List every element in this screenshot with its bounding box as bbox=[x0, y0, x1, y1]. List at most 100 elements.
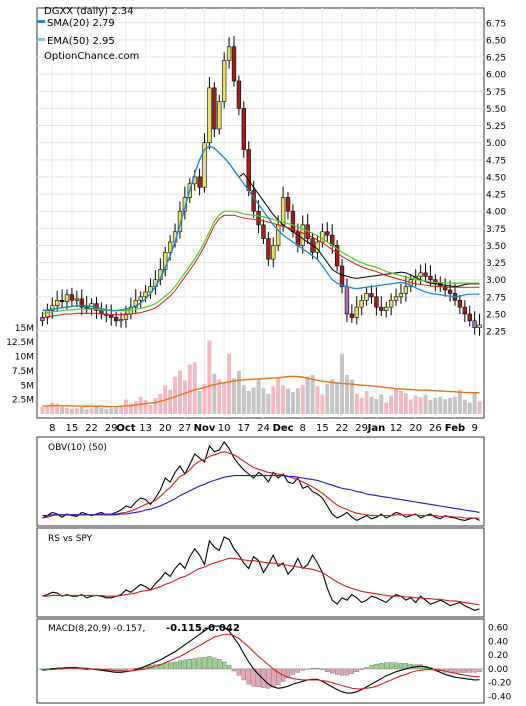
volume-bar bbox=[369, 396, 374, 414]
obv-line bbox=[42, 441, 480, 522]
macd-histogram-bar bbox=[290, 668, 296, 675]
volume-bar bbox=[60, 406, 65, 414]
date-tick-label: Feb bbox=[445, 423, 465, 434]
macd-histogram-bar bbox=[187, 659, 192, 670]
volume-bar bbox=[315, 386, 320, 414]
volume-bar bbox=[236, 370, 241, 414]
volume-tick-label: 2.5M bbox=[12, 396, 34, 406]
rs-average-line bbox=[42, 557, 480, 606]
candle-body bbox=[212, 87, 217, 130]
volume-bar bbox=[89, 408, 94, 414]
volume-bar bbox=[168, 389, 173, 414]
candle-body bbox=[344, 286, 350, 315]
volume-bar bbox=[104, 408, 109, 414]
candle-body bbox=[369, 293, 374, 298]
volume-bar bbox=[428, 400, 433, 414]
volume-bar bbox=[227, 353, 232, 414]
candle-body bbox=[443, 286, 448, 291]
volume-bar bbox=[187, 364, 192, 414]
candle-body bbox=[261, 224, 266, 239]
date-tick-label: 8 bbox=[300, 423, 306, 434]
macd-histogram-bar bbox=[393, 662, 399, 670]
candle-body bbox=[384, 306, 389, 311]
volume-bar bbox=[123, 399, 128, 414]
date-tick-label: Oct bbox=[116, 423, 135, 434]
volume-bar bbox=[413, 395, 418, 414]
volume-bar bbox=[325, 384, 330, 414]
macd-histogram-bar bbox=[374, 663, 379, 670]
red-average-line bbox=[42, 214, 480, 319]
macd-histogram-bar bbox=[467, 668, 472, 673]
volume-bar bbox=[271, 386, 276, 414]
macd-histogram-bar bbox=[177, 660, 183, 670]
macd-tick-label: -0.20 bbox=[488, 679, 512, 689]
macd-signal-value: -0.115, bbox=[166, 623, 206, 634]
candle-body bbox=[428, 275, 433, 281]
rs-lines bbox=[42, 536, 480, 612]
candle-body bbox=[222, 60, 227, 102]
date-tick-label: 15 bbox=[66, 423, 79, 434]
candle-body bbox=[167, 241, 173, 253]
price-tick-label: 6.25 bbox=[486, 54, 506, 64]
candle-body bbox=[433, 279, 438, 284]
candle-body bbox=[69, 294, 75, 301]
volume-bar bbox=[408, 399, 413, 414]
date-tick-label: 15 bbox=[316, 423, 329, 434]
macd-histogram-bar bbox=[212, 657, 217, 670]
volume-bar bbox=[207, 340, 212, 414]
candle-body bbox=[197, 176, 202, 188]
macd-tick-label: 0.20 bbox=[488, 651, 508, 661]
macd-histogram-bar bbox=[349, 668, 354, 674]
price-grid bbox=[37, 8, 484, 418]
volume-bar bbox=[251, 387, 256, 414]
candle-body bbox=[364, 293, 369, 301]
candle-body bbox=[300, 224, 305, 246]
price-tick-label: 2.25 bbox=[486, 328, 506, 338]
macd-histogram-bar bbox=[344, 668, 350, 676]
volume-bar bbox=[74, 408, 79, 414]
date-tick-label: 29 bbox=[355, 423, 368, 434]
price-tick-label: 4.25 bbox=[486, 191, 506, 201]
candle-body bbox=[388, 299, 394, 308]
candle-body bbox=[118, 319, 124, 322]
candle-body bbox=[462, 306, 467, 315]
date-tick-label: 8 bbox=[49, 423, 55, 434]
obv-slow-average-line bbox=[42, 475, 480, 517]
source-label: OptionChance.com bbox=[44, 51, 139, 62]
volume-bar bbox=[182, 380, 187, 414]
candle-body bbox=[133, 299, 138, 308]
ema-swatch bbox=[37, 38, 45, 41]
candle-body bbox=[447, 289, 453, 294]
candle-body bbox=[349, 313, 355, 318]
volume-bar bbox=[354, 393, 359, 414]
volume-bar bbox=[433, 397, 438, 414]
candle-body bbox=[45, 310, 50, 318]
macd-tick-label: -0.40 bbox=[488, 693, 512, 703]
price-axis: 6.75 6.50 6.25 6.00 5.75 5.50 5.25 5.00 4.75 4.50… bbox=[6, 19, 506, 405]
candle-body bbox=[403, 286, 409, 294]
volume-bar bbox=[55, 403, 60, 414]
volume-bar bbox=[261, 388, 266, 414]
candle-body bbox=[113, 317, 119, 322]
volume-bar bbox=[241, 385, 246, 414]
price-tick-label: 5.00 bbox=[486, 139, 506, 149]
volume-bar bbox=[222, 382, 227, 414]
macd-signal-line bbox=[42, 633, 480, 690]
volume-bar bbox=[423, 394, 428, 414]
macd-histogram-bar bbox=[192, 658, 197, 670]
volume-bar bbox=[133, 401, 138, 414]
rs-panel bbox=[36, 527, 485, 618]
macd-histogram-bar bbox=[207, 656, 212, 670]
date-tick-label: 22 bbox=[85, 423, 98, 434]
candle-body bbox=[280, 197, 286, 226]
candle-body bbox=[74, 298, 79, 301]
macd-histogram-bar bbox=[379, 663, 384, 670]
macd-histogram-bar bbox=[325, 668, 330, 672]
macd-lines: 0.60 0.40 0.20 0.00 -0.20 -0.40 bbox=[37, 623, 512, 703]
volume-bar bbox=[462, 399, 467, 414]
volume-bar bbox=[379, 394, 384, 414]
candle-body bbox=[182, 197, 188, 212]
price-tick-label: 2.75 bbox=[486, 293, 506, 303]
price-tick-label: 5.25 bbox=[486, 122, 506, 132]
